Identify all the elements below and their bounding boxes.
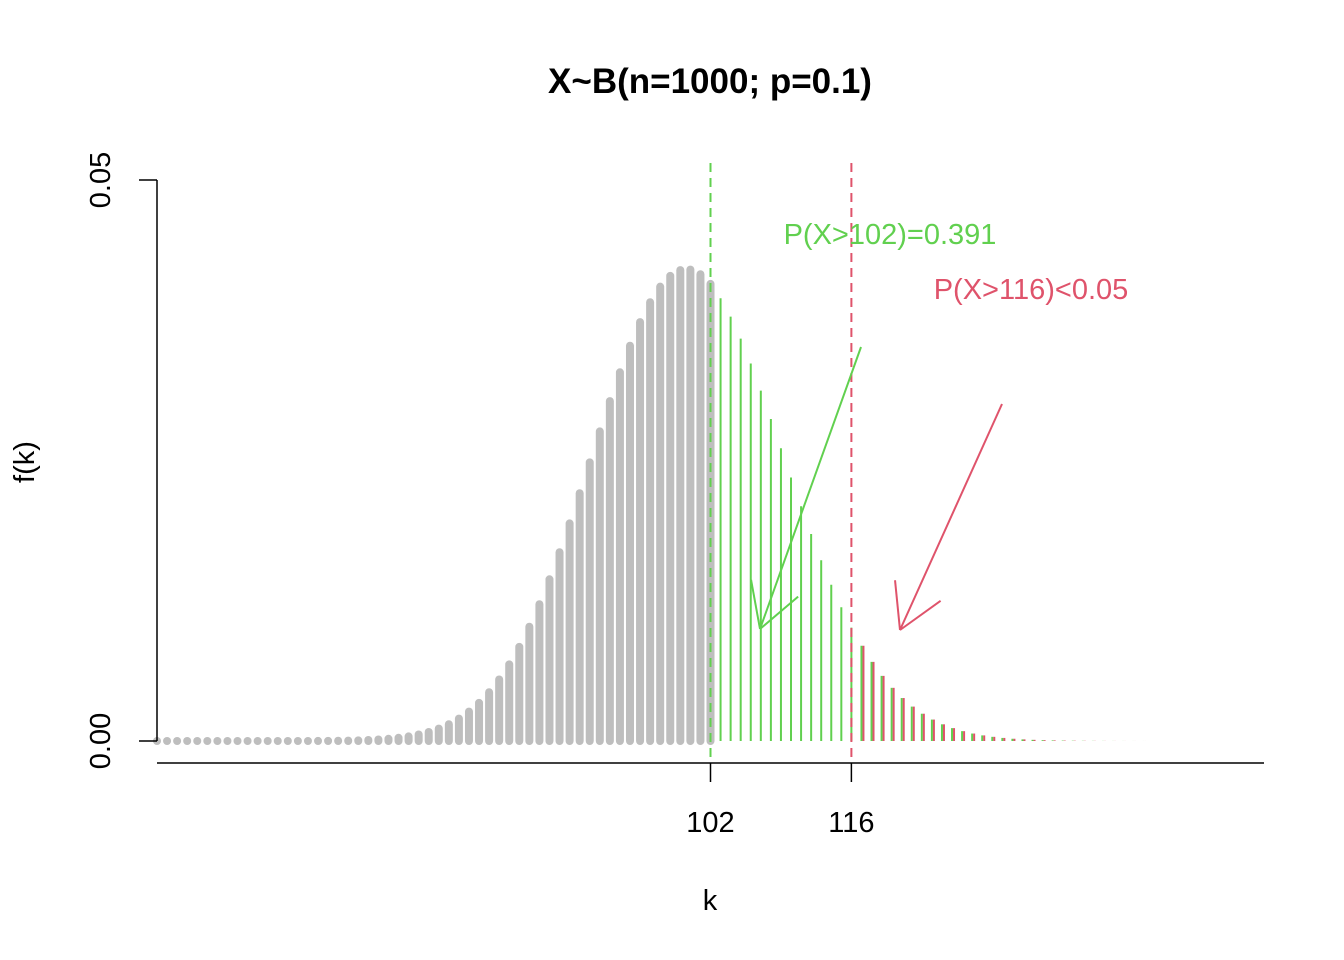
- annotation-arrowhead-2: [894, 580, 901, 631]
- x-tick-label: 116: [828, 807, 874, 839]
- axes: 0.00 0.05 102 116: [85, 152, 1264, 839]
- x-axis-label: k: [703, 885, 718, 917]
- annotation-arrow-1: [759, 346, 862, 630]
- annotation-text-2: P(X>116)<0.05: [934, 274, 1129, 306]
- annotation-text-1: P(X>102)=0.391: [784, 219, 997, 251]
- bars-layer: [153, 265, 1267, 745]
- y-tick-label: 0.00: [85, 713, 117, 769]
- annotation-arrow-2: [899, 403, 1003, 631]
- x-tick-label: 102: [686, 807, 734, 839]
- annotation-arrowhead-1: [750, 579, 761, 630]
- annotation-arrowhead-1: [759, 595, 799, 630]
- chart-title: X~B(n=1000; p=0.1): [548, 62, 872, 101]
- annotation-arrowhead-2: [899, 600, 942, 631]
- reference-lines: [709, 163, 853, 763]
- y-tick-label: 0.05: [85, 152, 117, 208]
- annotations: P(X>102)=0.391 P(X>116)<0.05: [750, 219, 1129, 631]
- y-axis-label: f(k): [9, 441, 41, 483]
